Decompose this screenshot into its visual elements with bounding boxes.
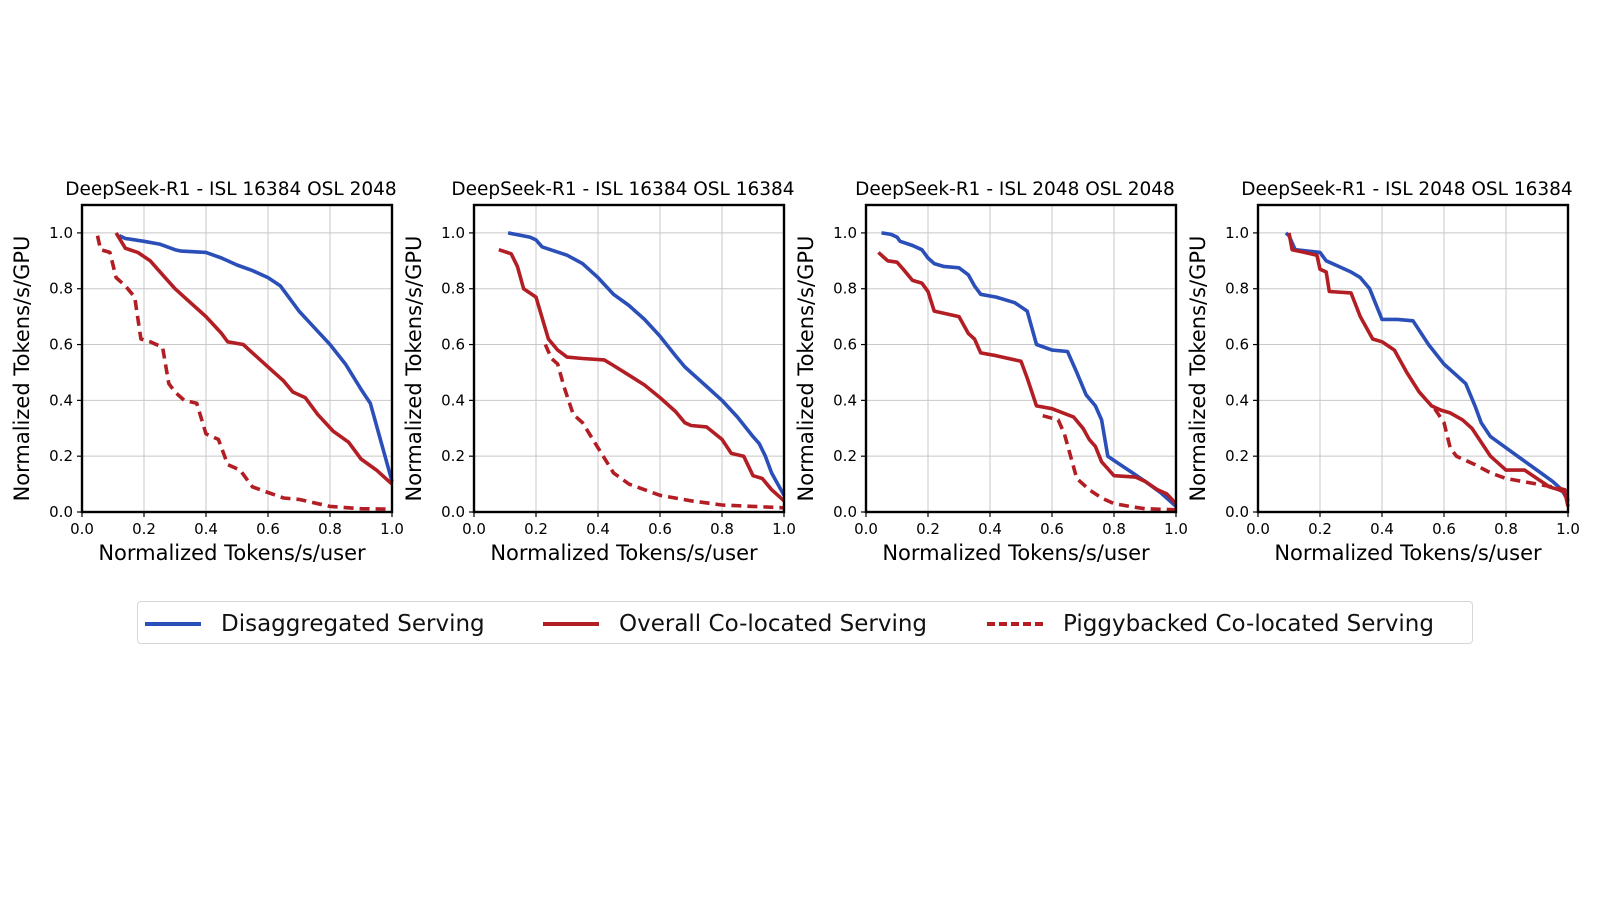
x-tick-label: 0.8 [1494, 520, 1518, 538]
y-tick-label: 0.2 [441, 447, 465, 465]
chart-title: DeepSeek-R1 - ISL 16384 OSL 16384 [451, 179, 794, 200]
y-tick-label: 0.8 [49, 280, 73, 298]
x-tick-label: 1.0 [1164, 520, 1188, 538]
x-tick-label: 0.2 [132, 520, 156, 538]
series-overall-colocated [1287, 232, 1570, 507]
y-tick-label: 0.8 [833, 280, 857, 298]
chart-title: DeepSeek-R1 - ISL 2048 OSL 16384 [1241, 179, 1572, 200]
y-tick-label: 0.4 [833, 391, 857, 409]
x-tick-label: 0.0 [1246, 520, 1270, 538]
series-disaggregated [881, 231, 1178, 508]
x-tick-label: 0.4 [1370, 520, 1394, 538]
x-tick-label: 1.0 [772, 520, 796, 538]
y-tick-label: 0.4 [49, 391, 73, 409]
legend-item-overall-colocated: Overall Co-located Serving [543, 602, 927, 645]
x-tick-label: 0.4 [194, 520, 218, 538]
y-tick-label: 0.2 [49, 447, 73, 465]
x-tick-label: 0.2 [916, 520, 940, 538]
x-tick-label: 1.0 [380, 520, 404, 538]
x-tick-label: 0.6 [1040, 520, 1064, 538]
series-piggybacked-colocated [95, 235, 393, 511]
x-tick-label: 0.2 [524, 520, 548, 538]
y-tick-label: 0.8 [441, 280, 465, 298]
series-overall-colocated [877, 251, 1178, 505]
legend-line-dashed-red [987, 621, 1043, 626]
series-disaggregated [507, 231, 786, 497]
chart-4: 0.0 0.2 0.4 0.6 0.8 1.0 0.0 0.2 0.4 0.6 0.8 1.0 Deep… [1186, 179, 1580, 565]
x-tick-label: 0.4 [978, 520, 1002, 538]
x-axis-label: Normalized Tokens/s/user [1274, 541, 1542, 565]
x-axis-label: Normalized Tokens/s/user [98, 541, 366, 565]
x-tick-label: 0.0 [462, 520, 486, 538]
series-disaggregated [1284, 231, 1570, 502]
y-tick-label: 1.0 [833, 224, 857, 242]
legend-item-disaggregated: Disaggregated Serving [145, 602, 485, 645]
chart-3: 0.0 0.2 0.4 0.6 0.8 1.0 0.0 0.2 0.4 0.6 0.8 1.0 Deep… [794, 179, 1188, 565]
y-tick-label: 0.4 [441, 391, 465, 409]
y-tick-label: 0.8 [1225, 280, 1249, 298]
y-axis-label: Normalized Tokens/s/GPU [10, 236, 34, 502]
y-tick-label: 0.6 [1225, 336, 1249, 354]
legend-label: Disaggregated Serving [221, 610, 485, 637]
x-tick-label: 0.4 [586, 520, 610, 538]
legend-line-solid-red [543, 621, 599, 626]
x-tick-label: 0.8 [1102, 520, 1126, 538]
x-tick-label: 0.6 [1432, 520, 1456, 538]
y-tick-label: 0.2 [1225, 447, 1249, 465]
x-tick-label: 0.8 [318, 520, 342, 538]
x-tick-label: 0.0 [70, 520, 94, 538]
chart-title: DeepSeek-R1 - ISL 2048 OSL 2048 [855, 179, 1175, 200]
series-piggybacked-colocated [543, 343, 785, 510]
x-tick-label: 0.8 [710, 520, 734, 538]
plot-area [866, 205, 1176, 512]
chart-title: DeepSeek-R1 - ISL 16384 OSL 2048 [65, 179, 396, 200]
x-tick-label: 0.6 [256, 520, 280, 538]
x-tick-label: 1.0 [1556, 520, 1580, 538]
plot-area [474, 205, 784, 512]
series-disaggregated [118, 234, 394, 482]
y-tick-label: 0.0 [49, 503, 73, 521]
x-tick-label: 0.6 [648, 520, 672, 538]
y-tick-label: 0.0 [441, 503, 465, 521]
x-axis-label: Normalized Tokens/s/user [882, 541, 1150, 565]
y-tick-label: 0.2 [833, 447, 857, 465]
y-tick-label: 0.6 [441, 336, 465, 354]
y-axis-label: Normalized Tokens/s/GPU [402, 236, 426, 502]
y-tick-label: 0.0 [1225, 503, 1249, 521]
plot-frame [472, 203, 786, 514]
legend-item-piggybacked-colocated: Piggybacked Co-located Serving [987, 602, 1434, 645]
legend-line-solid-blue [145, 621, 201, 626]
series-overall-colocated [114, 231, 394, 486]
plot-frame [80, 203, 394, 514]
y-tick-label: 0.0 [833, 503, 857, 521]
x-tick-label: 0.0 [854, 520, 878, 538]
y-tick-label: 1.0 [49, 224, 73, 242]
plot-frame [1256, 203, 1570, 514]
chart-1: 0.0 0.2 0.4 0.6 0.8 1.0 0.0 0.2 0.4 0.6 0.8 1.0 Deep… [10, 179, 404, 565]
y-axis-label: Normalized Tokens/s/GPU [1186, 236, 1210, 502]
series-piggybacked-colocated [1433, 407, 1570, 502]
y-tick-label: 0.6 [49, 336, 73, 354]
series-overall-colocated [498, 247, 786, 503]
x-axis-label: Normalized Tokens/s/user [490, 541, 758, 565]
x-tick-label: 0.2 [1308, 520, 1332, 538]
legend-label: Overall Co-located Serving [619, 610, 928, 637]
y-tick-label: 1.0 [441, 224, 465, 242]
legend: Disaggregated Serving Overall Co-located… [137, 601, 1473, 644]
y-tick-label: 0.6 [833, 336, 857, 354]
y-axis-label: Normalized Tokens/s/GPU [794, 236, 818, 502]
chart-2: 0.0 0.2 0.4 0.6 0.8 1.0 0.0 0.2 0.4 0.6 0.8 1.0 Deep… [402, 179, 796, 565]
y-tick-label: 0.4 [1225, 391, 1249, 409]
plot-frame [864, 203, 1178, 514]
plot-area [1258, 205, 1568, 512]
y-tick-label: 1.0 [1225, 224, 1249, 242]
legend-label: Piggybacked Co-located Serving [1063, 610, 1434, 637]
